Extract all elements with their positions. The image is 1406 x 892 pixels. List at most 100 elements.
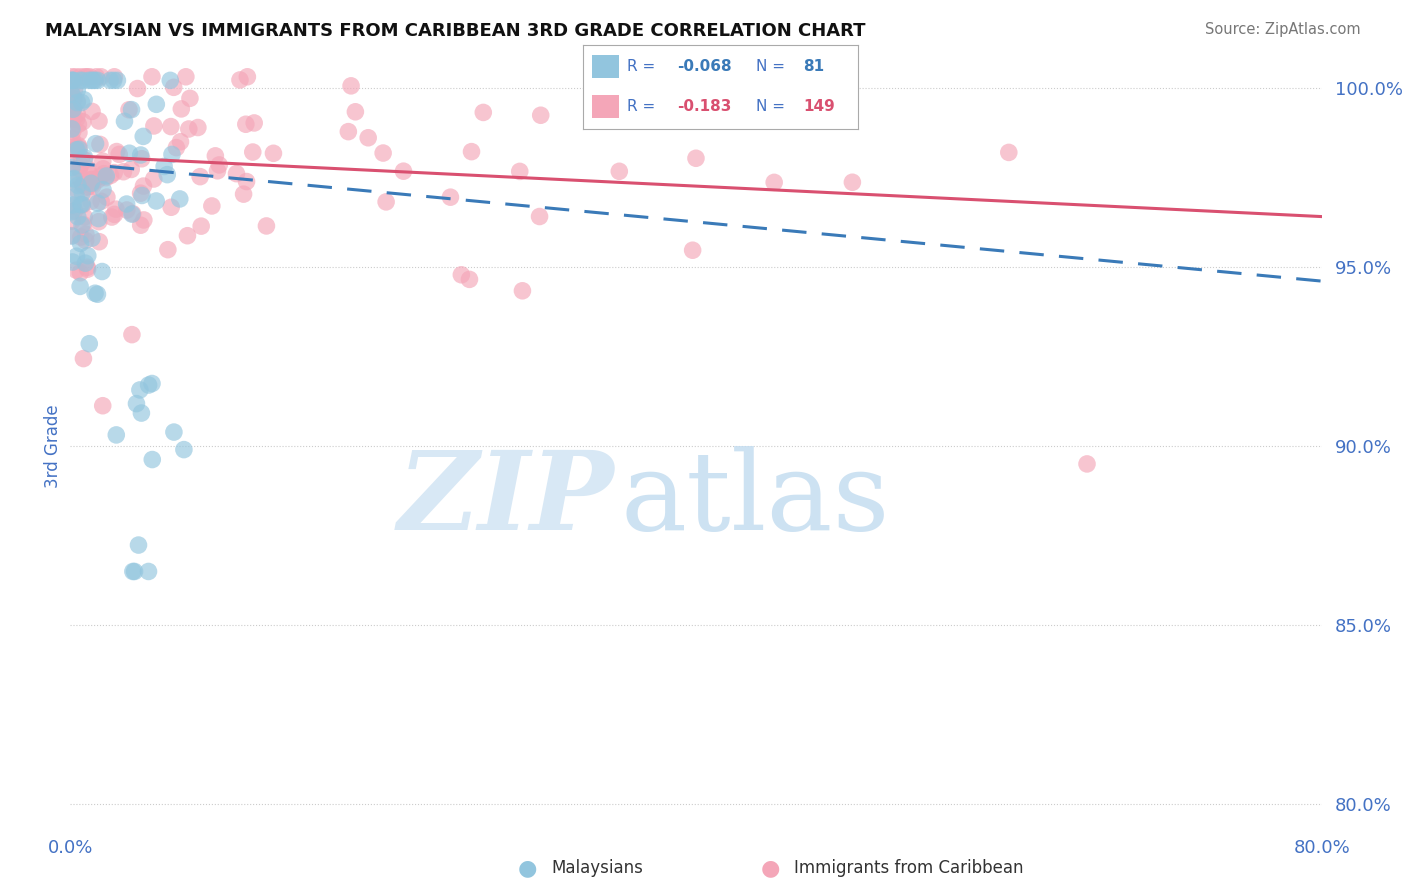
Point <box>60 73 83 87</box>
Text: 149: 149 <box>803 99 835 114</box>
Point <box>77 336 100 351</box>
Point <box>60 161 83 175</box>
Point <box>76 180 98 194</box>
Point <box>243 116 266 130</box>
Point <box>165 140 187 154</box>
Point <box>208 158 231 172</box>
Point <box>103 166 125 180</box>
Point <box>190 219 212 234</box>
Point <box>65 112 87 126</box>
Point <box>67 141 90 155</box>
Point <box>62 112 84 126</box>
Point <box>65 263 87 277</box>
Point <box>450 268 472 282</box>
Point <box>80 172 103 186</box>
Point <box>72 73 94 87</box>
Point <box>70 197 93 211</box>
Point <box>685 151 707 165</box>
Point <box>73 153 96 167</box>
Point <box>100 169 122 183</box>
Point <box>60 199 83 213</box>
Point <box>357 130 380 145</box>
Point <box>141 376 163 391</box>
Point <box>76 249 98 263</box>
Point <box>142 172 165 186</box>
Point <box>62 102 84 116</box>
Point <box>75 256 97 270</box>
Point <box>72 351 94 366</box>
Point <box>76 260 98 275</box>
Point <box>127 81 149 95</box>
Point <box>98 73 121 87</box>
Point <box>87 173 110 187</box>
Text: N =: N = <box>756 99 790 114</box>
Point <box>188 169 211 184</box>
Point <box>89 169 111 184</box>
Point <box>89 235 111 249</box>
Text: ●: ● <box>517 858 537 878</box>
Point <box>80 178 103 192</box>
Point <box>207 163 229 178</box>
Text: ZIP: ZIP <box>398 446 614 553</box>
Point <box>120 162 142 177</box>
Point <box>132 129 155 144</box>
Point <box>472 105 495 120</box>
Point <box>60 228 83 243</box>
Bar <box>592 95 619 119</box>
Point <box>69 279 91 293</box>
Point <box>458 272 481 286</box>
Point <box>682 244 704 258</box>
Point <box>225 167 247 181</box>
Point <box>242 145 264 159</box>
Point <box>121 327 143 342</box>
Text: 81: 81 <box>803 59 824 74</box>
Point <box>60 73 83 87</box>
Text: atlas: atlas <box>621 446 890 553</box>
Point <box>69 230 91 244</box>
Point <box>84 73 107 87</box>
Point <box>86 287 108 301</box>
Point <box>93 167 115 181</box>
Point <box>997 145 1019 160</box>
Point <box>439 190 461 204</box>
Text: N =: N = <box>756 59 790 74</box>
Point <box>763 175 786 189</box>
Point <box>121 207 143 221</box>
Text: MALAYSIAN VS IMMIGRANTS FROM CARIBBEAN 3RD GRADE CORRELATION CHART: MALAYSIAN VS IMMIGRANTS FROM CARIBBEAN 3… <box>45 22 866 40</box>
Point <box>105 428 128 442</box>
Point <box>156 243 179 257</box>
Point <box>129 218 152 232</box>
Point <box>125 396 148 410</box>
Point <box>69 266 91 280</box>
Point <box>87 114 110 128</box>
Point <box>89 137 111 152</box>
Point <box>66 83 89 97</box>
Point <box>169 135 191 149</box>
Point <box>460 145 482 159</box>
Text: R =: R = <box>627 99 661 114</box>
Point <box>69 73 91 87</box>
Point <box>67 142 90 156</box>
Point <box>163 80 186 95</box>
Point <box>145 194 167 208</box>
Point <box>90 70 112 84</box>
Point <box>60 204 83 219</box>
Point <box>63 171 86 186</box>
Point <box>80 73 103 87</box>
Point <box>91 161 114 176</box>
Point <box>131 188 153 202</box>
Point <box>232 187 254 202</box>
Point <box>73 151 96 165</box>
Point <box>63 203 86 218</box>
Point <box>121 565 145 579</box>
Point <box>112 165 135 179</box>
Text: ●: ● <box>761 858 780 878</box>
Text: Malaysians: Malaysians <box>551 859 643 877</box>
Point <box>80 231 103 245</box>
Point <box>375 194 398 209</box>
Point <box>60 70 83 84</box>
Point <box>129 186 152 201</box>
Point <box>169 192 191 206</box>
Point <box>153 160 176 174</box>
Point <box>67 161 90 176</box>
